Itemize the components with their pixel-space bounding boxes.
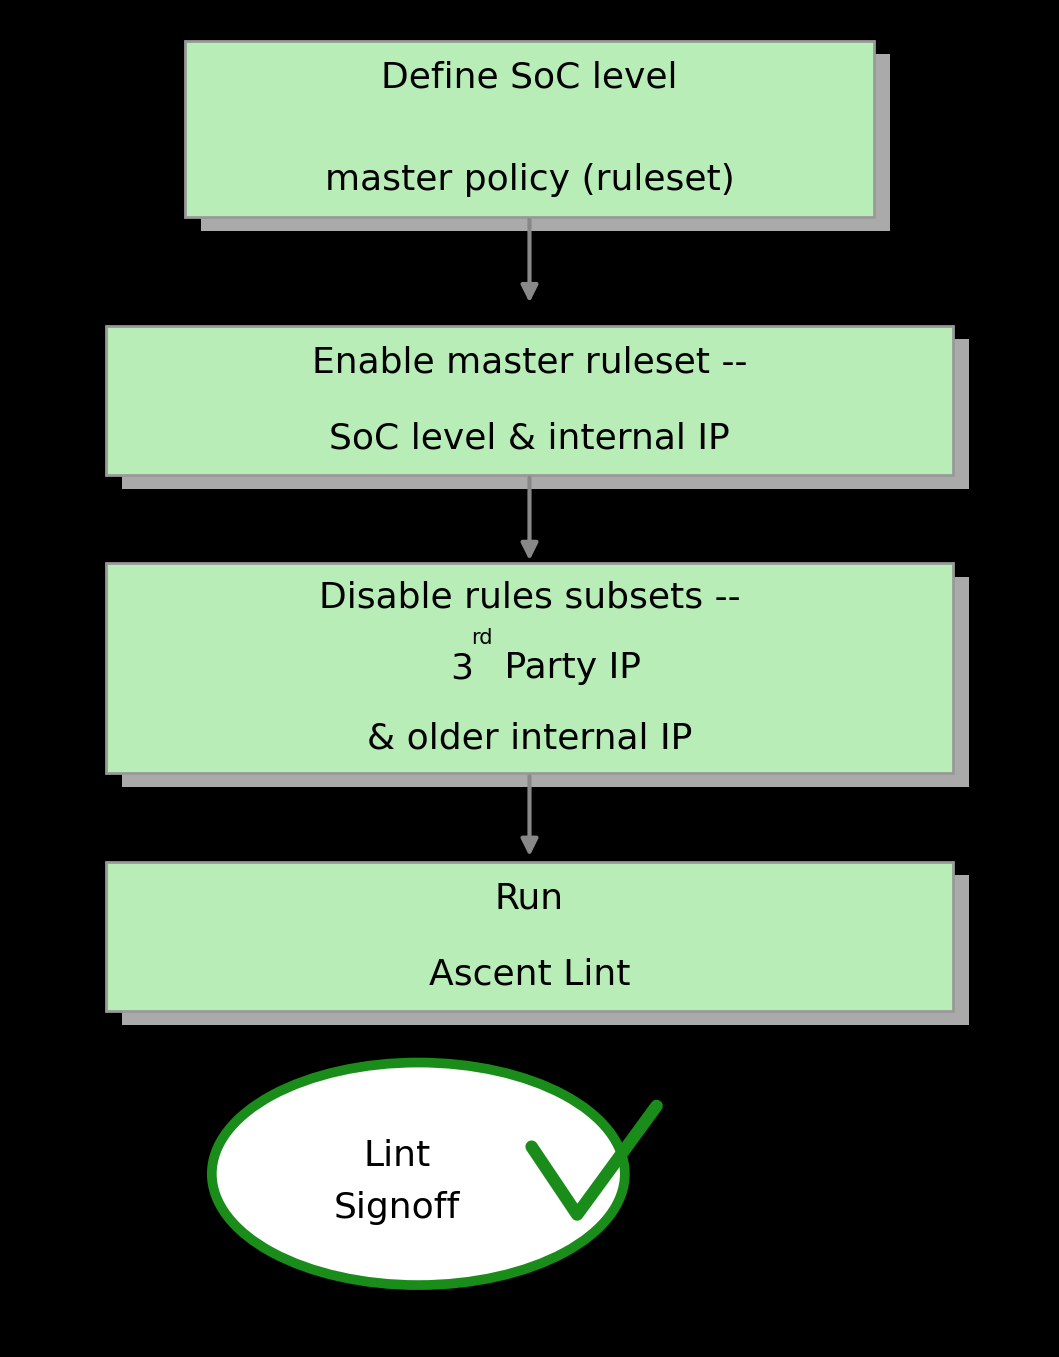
Text: 3: 3: [450, 651, 473, 685]
FancyBboxPatch shape: [122, 339, 969, 489]
FancyBboxPatch shape: [106, 326, 953, 475]
Text: Ascent Lint: Ascent Lint: [429, 957, 630, 992]
FancyBboxPatch shape: [201, 54, 890, 231]
Text: rd: rd: [471, 628, 492, 649]
Text: Party IP: Party IP: [493, 651, 642, 685]
Text: Lint: Lint: [363, 1139, 431, 1174]
Text: Enable master ruleset --: Enable master ruleset --: [311, 345, 748, 380]
Text: Disable rules subsets --: Disable rules subsets --: [319, 581, 740, 615]
Text: SoC level & internal IP: SoC level & internal IP: [329, 421, 730, 456]
FancyBboxPatch shape: [122, 875, 969, 1025]
Text: Run: Run: [495, 881, 564, 916]
FancyBboxPatch shape: [185, 41, 874, 217]
Ellipse shape: [212, 1063, 625, 1285]
FancyBboxPatch shape: [106, 862, 953, 1011]
Text: Define SoC level: Define SoC level: [381, 60, 678, 95]
Text: master policy (ruleset): master policy (ruleset): [325, 163, 734, 198]
Text: & older internal IP: & older internal IP: [366, 722, 693, 756]
Text: Signoff: Signoff: [334, 1190, 461, 1225]
FancyBboxPatch shape: [106, 563, 953, 773]
FancyBboxPatch shape: [122, 577, 969, 787]
